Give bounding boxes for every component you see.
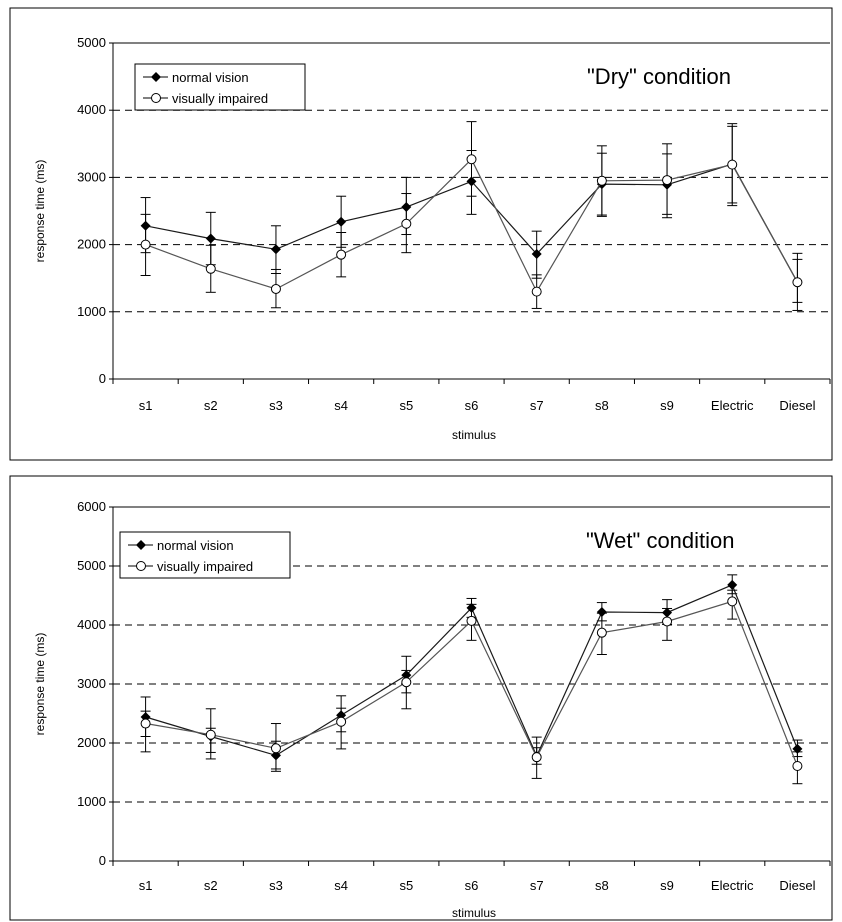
legend-marker-visually-impaired (137, 562, 146, 571)
y-tick-label: 2000 (77, 237, 106, 252)
legend-label-visually-impaired: visually impaired (172, 91, 268, 106)
x-axis-title: stimulus (452, 428, 496, 442)
data-point (206, 264, 215, 273)
legend-label-normal-vision: normal vision (172, 70, 249, 85)
x-tick-label: s4 (334, 878, 348, 893)
x-tick-label: s8 (595, 398, 609, 413)
legend: normal vision visually impaired (135, 64, 305, 110)
x-tick-label: s2 (204, 878, 218, 893)
y-tick-label: 0 (99, 853, 106, 868)
y-tick-label: 6000 (77, 499, 106, 514)
data-point (206, 730, 215, 739)
x-tick-label: s3 (269, 878, 283, 893)
data-point (141, 719, 150, 728)
x-tick-label: Diesel (779, 398, 815, 413)
x-tick-label: s6 (465, 398, 479, 413)
data-point (728, 160, 737, 169)
wet-condition-chart: 0 1000 2000 3000 4000 5000 6000 s1 s2 s3 s4 s5 s6 s7 s… (0, 468, 842, 922)
x-tick-label: s4 (334, 398, 348, 413)
y-axis-title: response time (ms) (33, 160, 47, 263)
legend-label-normal-vision: normal vision (157, 538, 234, 553)
legend-label-visually-impaired: visually impaired (157, 559, 253, 574)
y-tick-label: 0 (99, 371, 106, 386)
data-point (532, 753, 541, 762)
chart-title: "Dry" condition (587, 64, 731, 89)
data-point (402, 678, 411, 687)
x-tick-label: s2 (204, 398, 218, 413)
legend-marker-visually-impaired (152, 94, 161, 103)
y-tick-label: 4000 (77, 617, 106, 632)
y-tick-label: 3000 (77, 676, 106, 691)
data-point (467, 155, 476, 164)
data-point (728, 597, 737, 606)
legend: normal vision visually impaired (120, 532, 290, 578)
y-tick-label: 5000 (77, 558, 106, 573)
chart-title: "Wet" condition (586, 528, 735, 553)
data-point (663, 176, 672, 185)
data-point (597, 176, 606, 185)
x-axis-title: stimulus (452, 906, 496, 920)
x-tick-label: s9 (660, 878, 674, 893)
data-point (402, 219, 411, 228)
y-tick-label: 1000 (77, 304, 106, 319)
x-tick-label: s9 (660, 398, 674, 413)
y-tick-label: 2000 (77, 735, 106, 750)
y-tick-label: 5000 (77, 35, 106, 50)
x-tick-label: s8 (595, 878, 609, 893)
y-tick-label: 3000 (77, 169, 106, 184)
dry-condition-chart: 0 1000 2000 3000 4000 5000 s1 s2 s3 s4 s5 s6 s7 s8 s9 E… (0, 0, 842, 462)
data-point (141, 240, 150, 249)
data-point (532, 287, 541, 296)
data-point (793, 762, 802, 771)
x-tick-label: Diesel (779, 878, 815, 893)
y-tick-label: 1000 (77, 794, 106, 809)
y-axis-title: response time (ms) (33, 633, 47, 736)
x-tick-label: s1 (139, 878, 153, 893)
x-tick-label: s6 (465, 878, 479, 893)
x-tick-label: s7 (530, 398, 544, 413)
x-tick-label: Electric (711, 878, 754, 893)
x-tick-label: s1 (139, 398, 153, 413)
data-point (467, 616, 476, 625)
data-point (271, 284, 280, 293)
data-point (663, 617, 672, 626)
x-tick-label: s7 (530, 878, 544, 893)
data-point (793, 278, 802, 287)
x-tick-label: s5 (399, 398, 413, 413)
y-tick-label: 4000 (77, 102, 106, 117)
data-point (337, 250, 346, 259)
data-point (597, 628, 606, 637)
x-tick-label: Electric (711, 398, 754, 413)
data-point (337, 717, 346, 726)
x-tick-label: s5 (399, 878, 413, 893)
x-tick-label: s3 (269, 398, 283, 413)
data-point (271, 744, 280, 753)
